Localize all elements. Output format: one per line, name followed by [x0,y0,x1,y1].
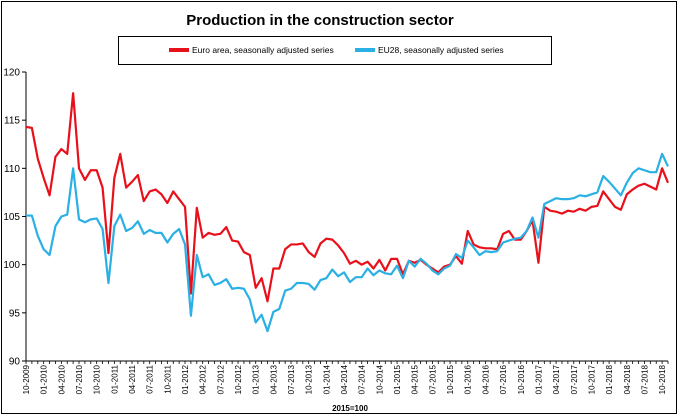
chart-axes: 90 95 100 105 110 115 120 10-2009 01-2010 04-2010… [3,68,669,394]
legend-label-eu28: EU28, seasonally adjusted series [378,45,504,55]
x-tick-label: 07-2017 [570,364,579,394]
x-tick-label: 01-2016 [464,364,473,394]
series-line-euro-area [25,92,670,303]
legend-swatch-eu28 [355,48,375,52]
x-tick-label: 10-2013 [305,364,314,394]
y-tick-label: 90 [9,357,21,368]
y-tick-label: 95 [9,308,21,319]
x-tick-label: 04-2011 [128,364,137,393]
x-tick-label: 04-2016 [481,364,490,394]
legend-swatch-euro [169,48,189,52]
x-tick-label: 04-2012 [199,364,208,394]
x-tick-label: 07-2014 [358,364,367,394]
y-tick-label: 110 [4,164,20,175]
x-tick-label: 07-2015 [428,364,437,394]
x-tick-label: 01-2012 [181,364,190,394]
x-tick-label: 07-2010 [75,364,84,394]
x-tick-label: 07-2012 [216,364,225,394]
x-tick-label: 01-2015 [393,364,402,394]
legend-label-euro: Euro area, seasonally adjusted series [192,45,334,55]
chart-title: Production in the construction sector [186,12,454,29]
chart-legend: Euro area, seasonally adjusted series EU… [118,36,552,65]
legend-item-euro: Euro area, seasonally adjusted series [169,45,334,55]
series-line-eu28 [26,152,669,333]
x-tick-label: 10-2018 [658,364,667,394]
y-tick-label: 120 [3,68,20,79]
x-tick-label: 10-2010 [93,364,102,394]
x-tick-label: 10-2017 [587,364,596,394]
x-axis-title: 2015=100 [332,404,368,413]
x-tick-label: 04-2015 [411,364,420,394]
x-tick-label: 07-2016 [499,364,508,394]
chart-series [25,92,670,333]
x-tick-label: 10-2015 [446,364,455,394]
x-tick-label: 04-2017 [552,364,561,394]
y-tick-label: 115 [4,116,20,127]
x-tick-label: 07-2011 [146,364,155,393]
x-tick-label: 07-2013 [287,364,296,394]
y-tick-label: 100 [3,260,20,271]
x-tick-label: 04-2014 [340,364,349,394]
y-tick-label: 105 [3,212,20,223]
x-tick-label: 07-2018 [640,364,649,394]
x-tick-label: 01-2017 [534,364,543,394]
x-tick-label: 10-2014 [375,364,384,394]
x-tick-label: 10-2009 [22,364,31,394]
x-tick-label: 01-2011 [110,364,119,393]
x-tick-label: 04-2010 [57,364,66,394]
x-tick-label: 01-2013 [252,364,261,394]
x-tick-label: 01-2014 [322,364,331,394]
legend-item-eu28: EU28, seasonally adjusted series [355,45,504,55]
x-tick-label: 04-2013 [269,364,278,394]
x-tick-label: 01-2010 [40,364,49,394]
x-tick-label: 04-2018 [623,364,632,394]
x-tick-label: 10-2016 [517,364,526,394]
x-tick-label: 10-2012 [234,364,243,394]
x-tick-label: 10-2011 [163,364,172,393]
x-tick-label: 01-2018 [605,364,614,394]
